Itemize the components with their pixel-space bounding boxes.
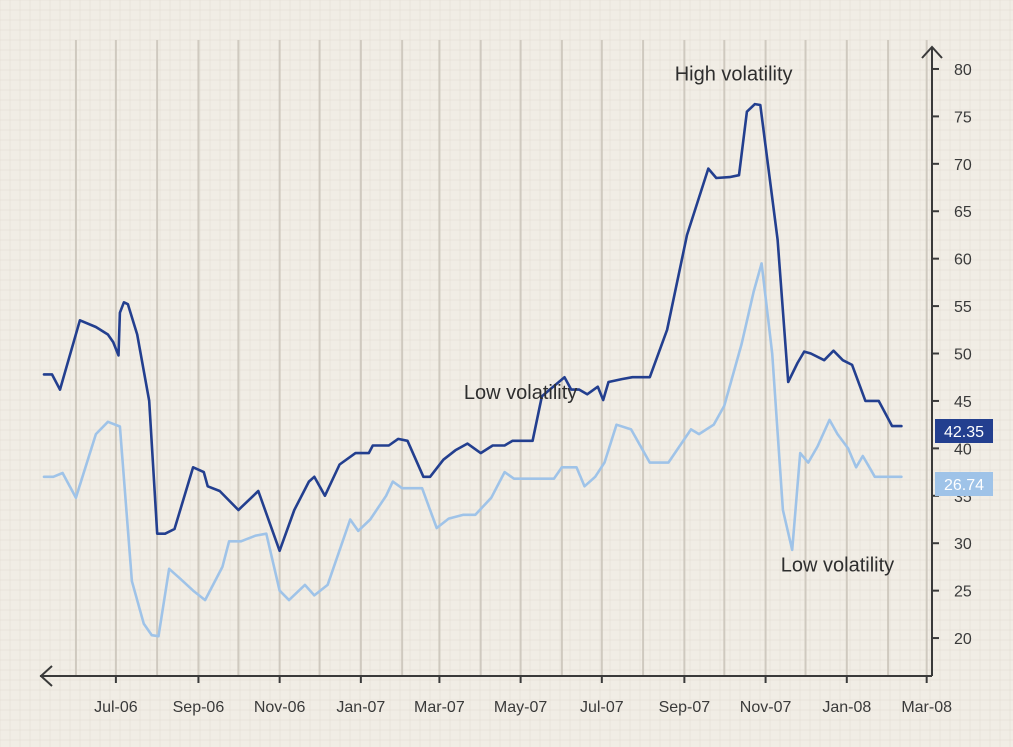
y-tick-label: 45 [954, 394, 972, 411]
grid-major [74, 40, 928, 676]
x-tick-label: Nov-07 [740, 699, 792, 716]
value-badges: 42.35 26.74 [935, 419, 993, 496]
y-tick-label: 25 [954, 584, 972, 601]
y-tick-label: 50 [954, 347, 972, 364]
y-tick-label: 80 [954, 62, 972, 79]
x-tick-label: Sep-07 [659, 699, 711, 716]
x-axis-arrow-icon [39, 665, 53, 687]
x-tick-label: Jul-06 [94, 699, 138, 716]
y-tick-label: 40 [954, 441, 972, 458]
annotations: High volatility Low volatility Low volatil… [464, 63, 894, 576]
annotation-label: Low volatility [464, 382, 577, 404]
value-badge-dark [935, 419, 993, 443]
value-badge-light [935, 472, 993, 496]
x-tick-label: Mar-07 [414, 699, 465, 716]
x-axis-ticks: Jul-06 Sep-06 Nov-06 Jan-07 Mar-07 May-07 Jul-… [94, 676, 952, 716]
y-tick-label: 75 [954, 109, 972, 126]
x-tick-label: Sep-06 [173, 699, 225, 716]
x-tick-label: Mar-08 [901, 699, 952, 716]
series-layer [42, 102, 903, 638]
y-tick-label: 60 [954, 252, 972, 269]
annotation-label: High volatility [675, 63, 793, 85]
y-tick-label: 70 [954, 157, 972, 174]
y-tick-label: 65 [954, 204, 972, 221]
series-line-light [42, 262, 903, 638]
value-badge-label: 42.35 [944, 424, 984, 441]
y-axis-arrow-icon [921, 45, 943, 59]
x-tick-label: Nov-06 [254, 699, 306, 716]
value-badge-label: 26.74 [944, 477, 984, 494]
y-tick-label: 20 [954, 631, 972, 648]
x-tick-label: Jan-07 [336, 699, 385, 716]
y-tick-label: 55 [954, 299, 972, 316]
x-tick-label: Jul-07 [580, 699, 624, 716]
x-tick-label: Jan-08 [822, 699, 871, 716]
annotation-label: Low volatility [781, 555, 894, 577]
series-line-dark [42, 102, 903, 553]
x-tick-label: May-07 [494, 699, 547, 716]
y-tick-label: 30 [954, 536, 972, 553]
